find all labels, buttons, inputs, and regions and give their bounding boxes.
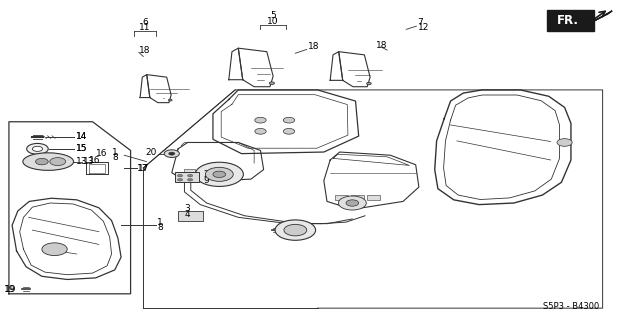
- Text: FR.: FR.: [557, 14, 579, 27]
- Circle shape: [255, 117, 266, 123]
- FancyBboxPatch shape: [547, 10, 594, 31]
- Bar: [175, 172, 199, 182]
- Circle shape: [32, 146, 43, 151]
- Bar: [211, 169, 221, 174]
- Circle shape: [283, 128, 295, 134]
- Circle shape: [205, 167, 233, 181]
- Text: 2: 2: [203, 171, 209, 180]
- Circle shape: [164, 150, 179, 157]
- Circle shape: [338, 196, 366, 210]
- Circle shape: [275, 220, 316, 240]
- Text: 19: 19: [4, 284, 16, 293]
- Circle shape: [366, 82, 371, 85]
- Circle shape: [168, 99, 172, 101]
- Text: 1: 1: [157, 218, 163, 227]
- Text: 4: 4: [184, 210, 190, 219]
- Text: 14: 14: [76, 132, 87, 141]
- Text: 8: 8: [157, 223, 163, 232]
- Text: 8: 8: [112, 153, 118, 162]
- Text: 7: 7: [418, 19, 424, 28]
- Text: 5: 5: [271, 11, 276, 20]
- Text: S5P3 - B4300: S5P3 - B4300: [543, 302, 599, 311]
- Text: 18: 18: [308, 42, 319, 52]
- Ellipse shape: [50, 158, 65, 165]
- Bar: [335, 195, 348, 200]
- Circle shape: [36, 158, 48, 165]
- Circle shape: [213, 171, 225, 178]
- Circle shape: [269, 82, 274, 84]
- Circle shape: [283, 117, 295, 123]
- Bar: [178, 211, 203, 220]
- Bar: [351, 195, 364, 200]
- Text: 16: 16: [97, 149, 108, 158]
- Text: 17: 17: [138, 164, 150, 173]
- Bar: [184, 169, 194, 174]
- Text: 11: 11: [140, 23, 151, 32]
- Circle shape: [177, 174, 182, 177]
- Circle shape: [557, 139, 572, 146]
- Text: 18: 18: [376, 41, 387, 50]
- Ellipse shape: [23, 153, 74, 170]
- Text: 6: 6: [142, 19, 148, 28]
- Text: 15: 15: [76, 144, 87, 153]
- Circle shape: [187, 179, 192, 181]
- Text: 10: 10: [267, 17, 279, 26]
- Text: 14: 14: [76, 132, 87, 141]
- Circle shape: [284, 224, 307, 236]
- Text: 3: 3: [184, 204, 190, 213]
- Circle shape: [187, 174, 192, 177]
- Text: 1: 1: [112, 148, 118, 156]
- Circle shape: [255, 128, 266, 134]
- Circle shape: [346, 200, 359, 206]
- Circle shape: [195, 162, 243, 187]
- Text: 16: 16: [89, 156, 100, 164]
- Text: 13: 13: [83, 157, 95, 166]
- Bar: [224, 169, 234, 174]
- Text: 20: 20: [146, 148, 157, 157]
- Polygon shape: [593, 11, 612, 21]
- Text: 17: 17: [137, 164, 149, 173]
- Text: 9: 9: [203, 176, 209, 185]
- Text: 13: 13: [76, 157, 87, 166]
- Text: 12: 12: [418, 23, 429, 32]
- Circle shape: [169, 152, 175, 155]
- Text: 19: 19: [4, 284, 15, 293]
- Circle shape: [177, 179, 182, 181]
- Bar: [197, 169, 208, 174]
- Bar: [367, 195, 380, 200]
- Circle shape: [42, 243, 67, 256]
- Circle shape: [27, 143, 48, 154]
- Text: 18: 18: [139, 45, 150, 55]
- Text: 15: 15: [76, 144, 87, 153]
